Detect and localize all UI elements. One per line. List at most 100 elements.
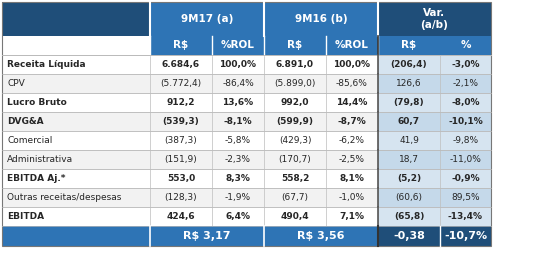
Bar bbox=[378, 36, 440, 55]
Bar bbox=[212, 169, 264, 188]
Text: -2,5%: -2,5% bbox=[339, 155, 365, 164]
Bar bbox=[378, 93, 440, 112]
Bar bbox=[326, 55, 378, 74]
Text: -5,8%: -5,8% bbox=[225, 136, 251, 145]
Bar bbox=[378, 207, 440, 226]
Bar bbox=[2, 188, 150, 207]
Text: 14,4%: 14,4% bbox=[336, 98, 368, 107]
Text: 60,7: 60,7 bbox=[398, 117, 420, 126]
Text: 18,7: 18,7 bbox=[399, 155, 419, 164]
Bar bbox=[378, 188, 440, 207]
Text: 424,6: 424,6 bbox=[167, 212, 195, 221]
Text: -86,4%: -86,4% bbox=[222, 79, 254, 88]
Bar bbox=[440, 36, 491, 55]
Bar bbox=[440, 112, 491, 131]
Text: 100,0%: 100,0% bbox=[219, 60, 256, 69]
Bar bbox=[326, 74, 378, 93]
Bar bbox=[264, 207, 326, 226]
Bar bbox=[150, 131, 212, 150]
Text: 8,3%: 8,3% bbox=[225, 174, 250, 183]
Text: 100,0%: 100,0% bbox=[333, 60, 370, 69]
Text: (65,8): (65,8) bbox=[394, 212, 424, 221]
Text: %ROL: %ROL bbox=[335, 40, 369, 51]
Text: %: % bbox=[460, 40, 471, 51]
Text: %ROL: %ROL bbox=[221, 40, 255, 51]
Bar bbox=[264, 2, 378, 36]
Bar bbox=[326, 131, 378, 150]
Bar bbox=[2, 169, 150, 188]
Bar bbox=[440, 150, 491, 169]
Bar bbox=[326, 207, 378, 226]
Bar bbox=[326, 36, 378, 55]
Bar bbox=[150, 36, 212, 55]
Text: -10,1%: -10,1% bbox=[448, 117, 483, 126]
Text: 992,0: 992,0 bbox=[281, 98, 310, 107]
Text: EBITDA Aj.*: EBITDA Aj.* bbox=[7, 174, 66, 183]
Bar bbox=[150, 169, 212, 188]
Text: -1,9%: -1,9% bbox=[225, 193, 251, 202]
Bar bbox=[212, 131, 264, 150]
Text: Lucro Bruto: Lucro Bruto bbox=[7, 98, 67, 107]
Bar bbox=[264, 112, 326, 131]
Text: (67,7): (67,7) bbox=[281, 193, 308, 202]
Text: (170,7): (170,7) bbox=[279, 155, 311, 164]
Bar bbox=[212, 207, 264, 226]
Bar bbox=[2, 36, 150, 55]
Text: R$: R$ bbox=[173, 40, 188, 51]
Text: 41,9: 41,9 bbox=[399, 136, 419, 145]
Text: -10,7%: -10,7% bbox=[444, 231, 487, 241]
Bar bbox=[2, 2, 150, 36]
Text: R$ 3,56: R$ 3,56 bbox=[297, 231, 345, 241]
Text: 558,2: 558,2 bbox=[281, 174, 309, 183]
Bar bbox=[440, 188, 491, 207]
Bar bbox=[440, 226, 491, 246]
Bar bbox=[2, 226, 150, 246]
Text: -3,0%: -3,0% bbox=[451, 60, 480, 69]
Bar bbox=[264, 150, 326, 169]
Bar bbox=[326, 188, 378, 207]
Bar bbox=[212, 93, 264, 112]
Text: (5.772,4): (5.772,4) bbox=[160, 79, 201, 88]
Bar bbox=[264, 131, 326, 150]
Text: (128,3): (128,3) bbox=[165, 193, 197, 202]
Bar bbox=[326, 169, 378, 188]
Bar bbox=[440, 131, 491, 150]
Bar bbox=[2, 112, 150, 131]
Bar bbox=[2, 93, 150, 112]
Text: -6,2%: -6,2% bbox=[339, 136, 365, 145]
Bar bbox=[378, 74, 440, 93]
Text: R$: R$ bbox=[287, 40, 302, 51]
Text: -8,1%: -8,1% bbox=[224, 117, 252, 126]
Text: -1,0%: -1,0% bbox=[339, 193, 365, 202]
Text: -8,0%: -8,0% bbox=[451, 98, 480, 107]
Bar bbox=[212, 188, 264, 207]
Bar bbox=[150, 207, 212, 226]
Bar bbox=[440, 93, 491, 112]
Text: -2,1%: -2,1% bbox=[452, 79, 478, 88]
Bar bbox=[150, 150, 212, 169]
Text: 9M16 (b): 9M16 (b) bbox=[295, 14, 348, 24]
Bar bbox=[212, 112, 264, 131]
Bar bbox=[440, 207, 491, 226]
Text: 912,2: 912,2 bbox=[167, 98, 195, 107]
Text: -0,38: -0,38 bbox=[393, 231, 425, 241]
Text: -85,6%: -85,6% bbox=[336, 79, 368, 88]
Bar bbox=[378, 2, 491, 36]
Text: (5.899,0): (5.899,0) bbox=[274, 79, 315, 88]
Text: (429,3): (429,3) bbox=[279, 136, 311, 145]
Bar bbox=[378, 112, 440, 131]
Text: -13,4%: -13,4% bbox=[448, 212, 483, 221]
Bar bbox=[326, 93, 378, 112]
Bar bbox=[2, 55, 150, 74]
Text: 8,1%: 8,1% bbox=[339, 174, 364, 183]
Text: 6.891,0: 6.891,0 bbox=[276, 60, 314, 69]
Bar bbox=[264, 55, 326, 74]
Bar bbox=[440, 55, 491, 74]
Bar bbox=[150, 188, 212, 207]
Text: -0,9%: -0,9% bbox=[451, 174, 480, 183]
Text: (151,9): (151,9) bbox=[165, 155, 197, 164]
Bar bbox=[264, 74, 326, 93]
Text: Outras receitas/despesas: Outras receitas/despesas bbox=[7, 193, 122, 202]
Text: -8,7%: -8,7% bbox=[338, 117, 367, 126]
Bar bbox=[264, 36, 326, 55]
